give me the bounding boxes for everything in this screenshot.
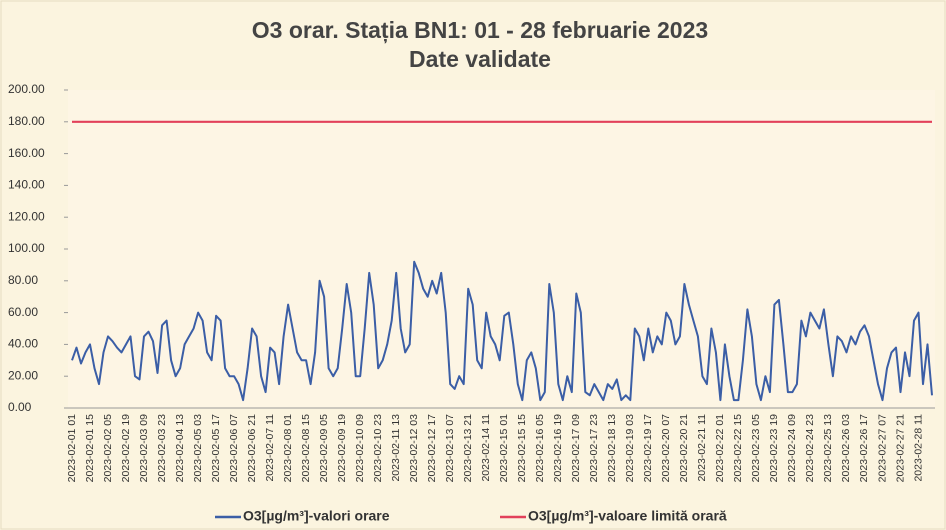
y-tick-label: 20.00 — [8, 368, 38, 382]
x-tick-label: 2023-02-03 23 — [156, 414, 168, 482]
x-tick-label: 2023-02-17 23 — [588, 414, 600, 482]
y-tick-label: 80.00 — [8, 273, 38, 287]
y-tick-label: 180.00 — [8, 114, 45, 128]
x-tick-label: 2023-02-11 13 — [390, 414, 402, 482]
x-tick-label: 2023-02-27 21 — [894, 414, 906, 482]
x-tick-label: 2023-02-20 07 — [660, 414, 672, 482]
y-tick-label: 140.00 — [8, 178, 45, 192]
x-tick-label: 2023-02-10 09 — [354, 414, 366, 482]
x-tick-label: 2023-02-19 03 — [624, 414, 636, 482]
series-line — [71, 260, 933, 402]
x-tick-label: 2023-02-06 21 — [246, 414, 258, 482]
x-tick-label: 2023-02-18 13 — [606, 414, 618, 482]
chart-subtitle: Date validate — [409, 46, 551, 72]
x-tick-label: 2023-02-10 23 — [372, 414, 384, 482]
y-tick-label: 100.00 — [8, 241, 45, 255]
y-tick-label: 40.00 — [8, 337, 38, 351]
x-tick-label: 2023-02-12 03 — [408, 414, 420, 482]
x-tick-label: 2023-02-16 19 — [552, 414, 564, 482]
x-tick-label: 2023-02-22 15 — [732, 414, 744, 482]
x-tick-label: 2023-02-01 15 — [84, 414, 96, 482]
x-tick-label: 2023-02-16 05 — [534, 414, 546, 482]
x-tick-label: 2023-02-20 21 — [678, 414, 690, 482]
x-tick-label: 2023-02-06 07 — [228, 414, 240, 482]
x-tick-label: 2023-02-25 13 — [822, 414, 834, 482]
x-tick-label: 2023-02-09 05 — [318, 414, 330, 482]
x-tick-label: 2023-02-04 13 — [174, 414, 186, 482]
x-tick-label: 2023-02-24 23 — [804, 414, 816, 482]
x-tick-label: 2023-02-12 17 — [426, 414, 438, 482]
y-tick-label: 200.00 — [8, 82, 45, 96]
x-tick-label: 2023-02-27 07 — [876, 414, 888, 482]
x-tick-label: 2023-02-23 19 — [768, 414, 780, 482]
x-tick-label: 2023-02-26 03 — [840, 414, 852, 482]
x-tick-label: 2023-02-24 09 — [786, 414, 798, 482]
x-tick-label: 2023-02-22 01 — [714, 414, 726, 482]
chart-title: O3 orar. Stația BN1: 01 - 28 februarie 2… — [252, 17, 708, 44]
legend-label: O3[µg/m³]-valori orare — [243, 508, 390, 524]
x-tick-label: 2023-02-23 05 — [750, 414, 762, 482]
x-tick-label: 2023-02-15 01 — [498, 414, 510, 482]
x-tick-label: 2023-02-19 17 — [642, 414, 654, 482]
x-tick-label: 2023-02-09 19 — [336, 414, 348, 482]
x-tick-label: 2023-02-26 17 — [858, 414, 870, 482]
x-tick-label: 2023-02-01 01 — [66, 414, 78, 482]
x-tick-label: 2023-02-13 07 — [444, 414, 456, 482]
x-tick-label: 2023-02-08 01 — [282, 414, 294, 482]
x-tick-label: 2023-02-08 15 — [300, 414, 312, 482]
x-tick-label: 2023-02-02 19 — [120, 414, 132, 482]
plot-area — [68, 90, 935, 408]
x-tick-label: 2023-02-05 03 — [192, 414, 204, 482]
x-tick-label: 2023-02-21 11 — [696, 414, 708, 482]
y-tick-label: 60.00 — [8, 305, 38, 319]
x-tick-label: 2023-02-17 09 — [570, 414, 582, 482]
x-tick-label: 2023-02-05 17 — [210, 414, 222, 482]
x-tick-label: 2023-02-14 11 — [480, 414, 492, 482]
x-tick-label: 2023-02-28 11 — [912, 414, 924, 482]
x-tick-label: 2023-02-13 21 — [462, 414, 474, 482]
legend-label: O3[µg/m³]-valoare limită orară — [528, 508, 727, 524]
x-tick-label: 2023-02-02 05 — [102, 414, 114, 482]
y-tick-label: 160.00 — [8, 146, 45, 160]
x-tick-label: 2023-02-07 11 — [264, 414, 276, 482]
y-tick-label: 0.00 — [8, 400, 32, 414]
y-tick-label: 120.00 — [8, 209, 45, 223]
x-tick-label: 2023-02-03 09 — [138, 414, 150, 482]
x-tick-label: 2023-02-15 15 — [516, 414, 528, 482]
